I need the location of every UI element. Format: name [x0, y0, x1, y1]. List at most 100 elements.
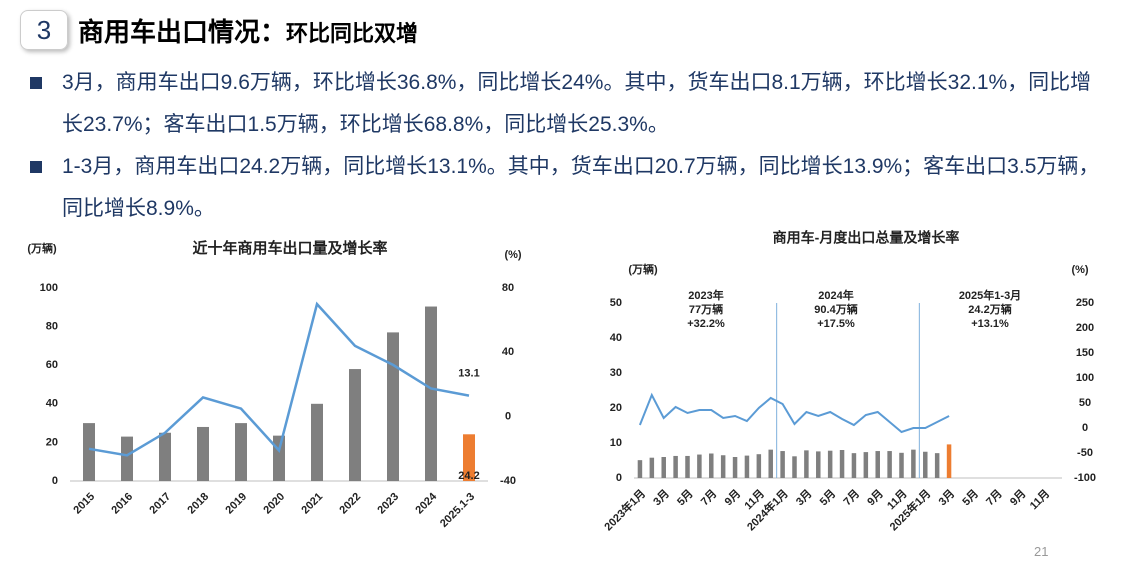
- y-tick-label: 0: [616, 472, 622, 484]
- y-tick-label: 50: [610, 297, 622, 309]
- x-tick-label: 2021: [299, 491, 325, 517]
- y2-tick-label: 40: [502, 346, 514, 358]
- x-tick-label: 9月: [865, 487, 886, 508]
- annotation: 24.2万辆: [968, 302, 1011, 316]
- bar: [673, 455, 678, 478]
- y-tick-label: 20: [610, 402, 622, 414]
- bar: [756, 454, 762, 478]
- x-tick-label: 2024: [413, 490, 439, 516]
- slide-title: 商用车出口情况：环比同比双增: [78, 12, 418, 49]
- bar: [946, 444, 952, 478]
- y2-axis-unit: (%): [504, 249, 521, 261]
- x-tick-label: 9月: [1007, 487, 1028, 508]
- bar: [649, 457, 655, 478]
- bar: [899, 452, 904, 478]
- bar: [863, 452, 869, 478]
- x-tick-label: 2018: [185, 491, 211, 517]
- data-label: 24.2: [458, 470, 479, 482]
- x-tick-label: 5月: [817, 487, 838, 508]
- x-tick-label: 5月: [674, 487, 695, 508]
- y2-tick-label: 200: [1076, 322, 1094, 334]
- y2-tick-label: 50: [1079, 397, 1091, 409]
- bar: [311, 403, 323, 481]
- line: [88, 301, 470, 457]
- chart-title: 近十年商用车出口量及增长率: [192, 239, 387, 257]
- y-tick-label: 40: [46, 398, 58, 410]
- bar: [709, 453, 714, 478]
- y-tick-label: 80: [46, 321, 58, 333]
- bar: [661, 457, 666, 478]
- annotation: 77万辆: [689, 302, 723, 316]
- bar: [159, 432, 171, 481]
- bullet: 1-3月，商用车出口24.2万辆，同比增长13.1%。其中，货车出口20.7万辆…: [30, 146, 1110, 230]
- x-tick-label: 3月: [936, 487, 957, 508]
- y2-tick-label: -40: [500, 475, 516, 487]
- y-tick-label: 0: [52, 475, 58, 487]
- bar: [349, 369, 361, 481]
- y2-tick-label: 80: [502, 282, 514, 294]
- bar: [923, 451, 928, 478]
- bar: [816, 451, 821, 478]
- subtitle: 环比同比双增: [286, 21, 419, 46]
- annotation: +32.2%: [687, 318, 725, 330]
- x-tick-label: 11月: [1027, 487, 1052, 512]
- x-tick-label: 2017: [147, 491, 173, 517]
- y2-tick-label: -100: [1074, 472, 1096, 484]
- annotation: +17.5%: [817, 318, 855, 330]
- bar: [197, 426, 209, 481]
- y2-tick-label: 0: [1082, 422, 1088, 434]
- bar: [744, 455, 750, 478]
- y2-tick-label: 100: [1076, 372, 1094, 384]
- y2-tick-label: 150: [1076, 347, 1094, 359]
- bar: [804, 450, 809, 478]
- bar: [697, 454, 702, 478]
- x-tick-label: 2023年1月: [601, 486, 648, 533]
- x-tick-label: 2025.1-3: [438, 491, 477, 530]
- title: 商用车出口情况：: [78, 17, 287, 47]
- bar: [768, 449, 773, 478]
- y2-axis-unit: (%): [1071, 264, 1088, 276]
- bar: [121, 436, 133, 481]
- y-tick-label: 40: [610, 332, 622, 344]
- page-number: 21: [1034, 544, 1049, 559]
- x-tick-label: 2016: [109, 491, 135, 517]
- y2-tick-label: 0: [505, 411, 511, 423]
- bar: [875, 451, 880, 478]
- x-tick-label: 5月: [960, 487, 981, 508]
- bar: [887, 451, 892, 478]
- bar: [235, 423, 247, 481]
- bar: [851, 453, 857, 478]
- x-tick-label: 2015: [71, 491, 97, 517]
- annotation: 2023年: [688, 288, 723, 302]
- bar: [637, 460, 643, 478]
- bar: [83, 423, 95, 481]
- y-tick-label: 20: [46, 436, 58, 448]
- x-tick-label: 7月: [698, 487, 719, 508]
- y-tick-label: 100: [40, 282, 58, 294]
- line: [638, 392, 950, 434]
- x-tick-label: 2023: [375, 491, 401, 517]
- y-tick-label: 30: [610, 367, 622, 379]
- bar: [732, 457, 738, 478]
- y-tick-label: 60: [46, 359, 58, 371]
- y2-tick-label: -50: [1077, 447, 1093, 459]
- x-tick-label: 2020: [261, 491, 287, 517]
- annotation: 90.4万辆: [814, 302, 857, 316]
- annotation: +13.1%: [971, 318, 1009, 330]
- annotation: 2025年1-3月: [959, 288, 1021, 302]
- y-axis-unit: (万辆): [27, 241, 57, 255]
- bar: [387, 332, 399, 481]
- bar: [792, 456, 797, 478]
- bullet-list: 3月，商用车出口9.6万辆，环比增长36.8%，同比增长24%。其中，货车出口8…: [30, 62, 1110, 230]
- bar: [839, 450, 845, 478]
- x-tick-label: 7月: [983, 487, 1004, 508]
- y-tick-label: 10: [610, 437, 622, 449]
- bar: [685, 455, 690, 478]
- bullet: 3月，商用车出口9.6万辆，环比增长36.8%，同比增长24%。其中，货车出口8…: [30, 62, 1110, 146]
- bar: [827, 450, 833, 478]
- x-tick-label: 2019: [223, 491, 249, 517]
- annotation: 2024年: [818, 288, 853, 302]
- section-number: 3: [20, 10, 68, 50]
